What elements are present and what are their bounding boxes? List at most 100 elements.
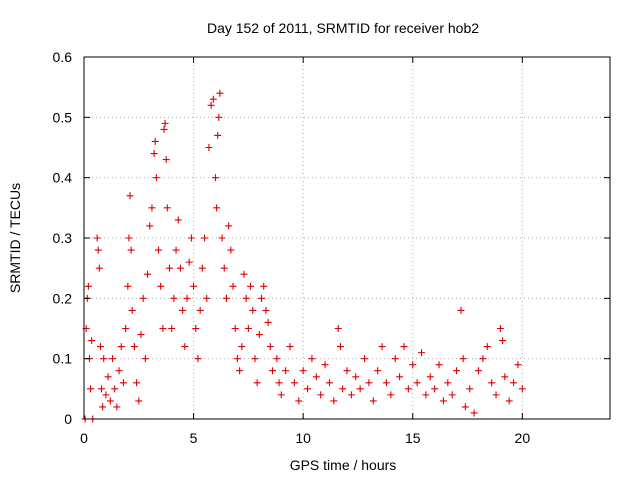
data-point	[251, 355, 259, 363]
data-point	[122, 325, 130, 332]
data-point	[198, 264, 206, 272]
data-point	[325, 379, 333, 387]
data-point	[183, 294, 191, 302]
data-point	[117, 343, 125, 351]
data-point	[181, 343, 189, 351]
x-tick-label: 10	[295, 430, 311, 446]
data-point	[163, 204, 171, 212]
data-point	[459, 355, 467, 363]
data-point	[215, 113, 223, 121]
data-point	[518, 385, 526, 393]
data-point	[422, 391, 430, 399]
data-point	[470, 409, 478, 417]
data-point	[88, 337, 96, 345]
data-point	[106, 397, 114, 405]
data-point	[387, 391, 395, 399]
data-point	[214, 131, 222, 139]
data-point	[336, 343, 344, 351]
data-point	[244, 325, 252, 332]
data-point	[448, 391, 456, 399]
data-point	[240, 270, 248, 278]
data-point	[479, 355, 487, 363]
data-point	[108, 355, 116, 363]
data-point	[312, 373, 320, 381]
data-point	[282, 367, 290, 375]
data-point	[162, 156, 170, 164]
data-point	[98, 385, 106, 393]
data-point	[457, 306, 465, 314]
data-point	[258, 294, 266, 302]
data-point	[174, 216, 182, 224]
data-point	[135, 397, 143, 405]
data-point	[160, 125, 168, 133]
data-point	[400, 343, 408, 351]
data-point	[475, 367, 482, 375]
data-point	[435, 361, 443, 369]
x-tick-label: 0	[80, 430, 88, 446]
data-point	[209, 95, 217, 103]
data-point	[514, 361, 522, 369]
data-point	[321, 361, 329, 369]
data-point	[201, 234, 209, 242]
data-point	[339, 385, 347, 393]
data-point	[444, 379, 452, 387]
data-point	[496, 325, 504, 332]
data-point	[264, 318, 272, 326]
data-point	[165, 264, 173, 272]
data-point	[277, 391, 285, 399]
data-point	[266, 343, 274, 351]
data-point	[152, 174, 160, 182]
data-point	[155, 246, 163, 254]
data-point	[501, 373, 509, 381]
data-point	[247, 282, 255, 290]
data-point	[95, 264, 103, 272]
data-point	[308, 355, 316, 363]
data-point	[222, 294, 230, 302]
data-point	[137, 331, 145, 339]
data-point	[299, 367, 307, 375]
y-tick-label: 0.5	[53, 109, 73, 125]
plot-frame	[83, 56, 611, 420]
data-point	[461, 403, 469, 411]
data-point	[128, 306, 136, 314]
y-axis-label: SRMTID / TECUs	[7, 183, 23, 293]
data-point	[382, 379, 390, 387]
grid-lines	[83, 56, 610, 420]
data-point	[170, 294, 178, 302]
data-point	[361, 355, 369, 363]
data-point	[260, 282, 268, 290]
data-point	[356, 385, 364, 393]
data-point	[236, 367, 244, 375]
data-point	[334, 325, 342, 332]
data-point	[194, 355, 202, 363]
data-point	[126, 192, 134, 200]
y-tick-label: 0.1	[53, 351, 73, 367]
data-point	[483, 343, 491, 351]
data-point	[192, 325, 200, 332]
data-point	[510, 379, 518, 387]
data-point	[104, 373, 112, 381]
data-point	[249, 306, 257, 314]
data-point	[231, 325, 239, 332]
data-point	[268, 367, 276, 375]
data-point	[157, 282, 165, 290]
data-point	[409, 361, 417, 369]
data-point	[453, 367, 461, 375]
data-point	[218, 234, 226, 242]
y-tick-label: 0.2	[53, 290, 73, 306]
data-point	[439, 397, 447, 405]
data-point	[286, 343, 294, 351]
data-point	[404, 385, 412, 393]
data-point	[125, 234, 133, 242]
data-point	[227, 246, 235, 254]
data-point	[431, 385, 439, 393]
data-point	[203, 294, 211, 302]
data-point	[161, 119, 169, 127]
y-tick-label: 0.6	[53, 49, 73, 65]
data-point	[220, 264, 228, 272]
data-point	[133, 379, 141, 387]
data-point	[179, 306, 187, 314]
data-point	[96, 343, 104, 351]
data-point	[396, 373, 404, 381]
data-point	[151, 137, 159, 145]
